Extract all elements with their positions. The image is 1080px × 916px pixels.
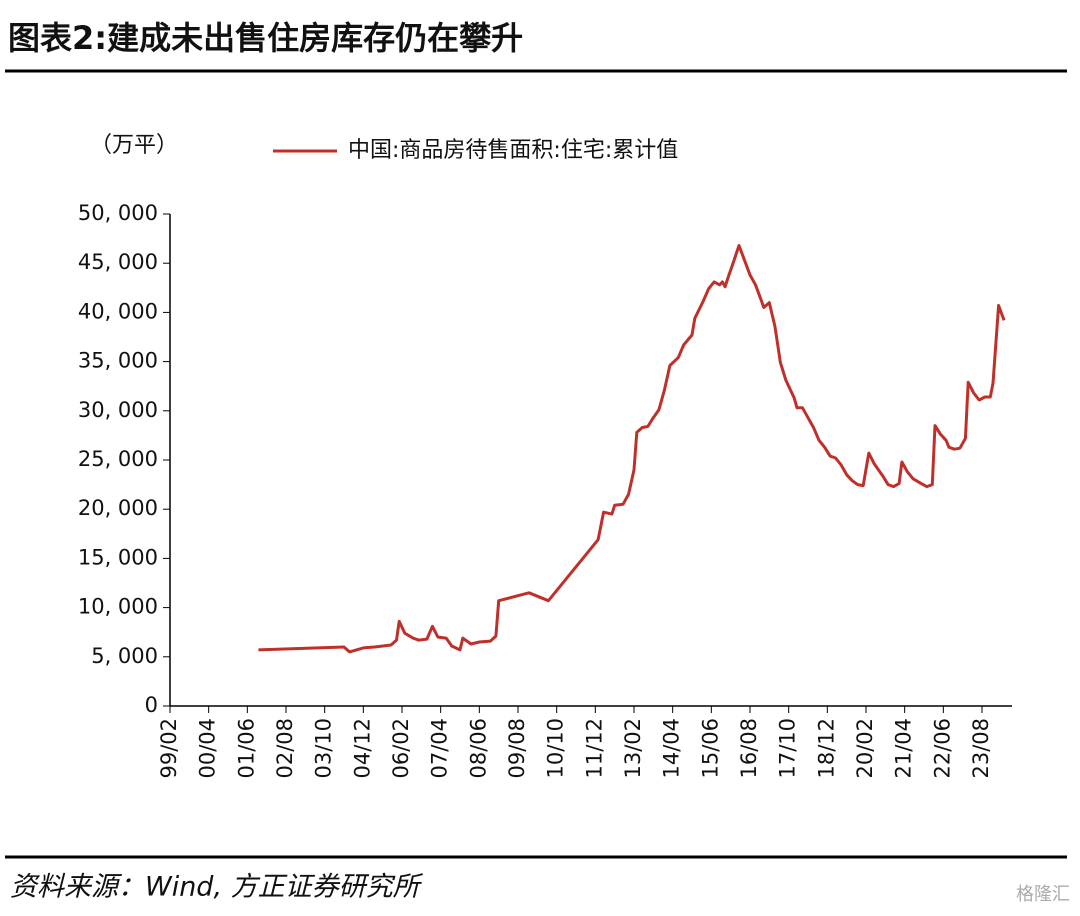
x-tick-label: 20/02 [853,718,877,779]
x-tick-label: 22/06 [930,718,954,779]
y-tick-label: 45, 000 [78,250,158,274]
x-tick-label: 23/08 [969,718,993,779]
legend-label: 中国:商品房待售面积:住宅:累计值 [348,138,678,163]
x-tick-label: 16/08 [737,718,761,779]
x-tick-label: 18/12 [814,718,838,779]
x-tick-label: 01/06 [234,718,258,779]
source: 资料来源：Wind, 方正证券研究所 [10,872,424,903]
x-tick-label: 02/08 [273,718,297,779]
x-tick-label: 08/06 [466,718,490,779]
y-unit: （万平） [90,133,178,158]
watermark: 格隆汇 [1016,884,1070,905]
x-tick-label: 11/12 [582,718,606,779]
y-tick-label: 40, 000 [78,299,158,323]
series-line [258,244,1006,654]
y-tick-label: 25, 000 [78,447,158,471]
x-tick-label: 09/08 [505,718,529,779]
x-tick-label: 17/10 [776,718,800,779]
title: 图表2:建成未出售住房库存仍在攀升 [8,19,523,57]
y-tick-label: 20, 000 [78,496,158,520]
y-tick-label: 15, 000 [78,545,158,569]
y-tick-label: 30, 000 [78,398,158,422]
x-tick-label: 07/04 [428,718,452,779]
x-tick-label: 99/02 [157,718,181,779]
y-tick-label: 35, 000 [78,349,158,373]
x-tick-label: 06/02 [389,718,413,779]
x-tick-label: 14/04 [660,718,684,779]
y-tick-label: 5, 000 [91,644,158,668]
x-tick-label: 10/10 [544,718,568,779]
y-tick-label: 0 [145,693,158,717]
x-tick-label: 03/10 [312,718,336,779]
x-tick-label: 15/06 [698,718,722,779]
y-tick-label: 10, 000 [78,595,158,619]
x-tick-label: 04/12 [350,718,374,779]
x-tick-label: 00/04 [196,718,220,779]
x-tick-label: 13/02 [621,718,645,779]
x-tick-label: 21/04 [892,718,916,779]
y-tick-label: 50, 000 [78,201,158,225]
